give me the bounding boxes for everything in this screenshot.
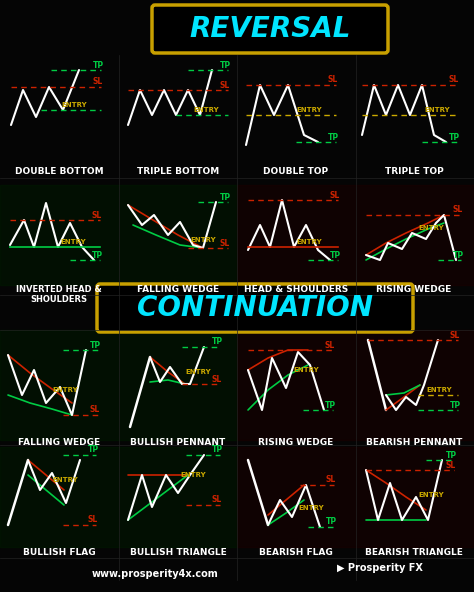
- Text: RISING WEDGE: RISING WEDGE: [258, 438, 334, 447]
- Text: ENTRY: ENTRY: [52, 387, 78, 393]
- Text: HEAD & SHOULDERS: HEAD & SHOULDERS: [244, 285, 348, 294]
- Text: BEARISH FLAG: BEARISH FLAG: [259, 548, 333, 557]
- Text: ENTRY: ENTRY: [424, 107, 450, 113]
- Text: SL: SL: [212, 375, 222, 384]
- Text: TP: TP: [220, 60, 231, 69]
- Text: FALLING WEDGE: FALLING WEDGE: [137, 285, 219, 294]
- Text: TP: TP: [325, 401, 336, 410]
- Text: TRIPLE BOTTOM: TRIPLE BOTTOM: [137, 167, 219, 176]
- Text: REVERSAL: REVERSAL: [189, 15, 351, 43]
- Text: SL: SL: [212, 496, 222, 504]
- Bar: [237, 330, 474, 440]
- Text: SL: SL: [450, 330, 460, 339]
- Text: ENTRY: ENTRY: [418, 492, 444, 498]
- Text: ENTRY: ENTRY: [426, 387, 452, 393]
- Text: TP: TP: [328, 133, 339, 141]
- Text: TP: TP: [330, 250, 341, 259]
- FancyBboxPatch shape: [97, 284, 413, 332]
- Text: ▶ Prosperity FX: ▶ Prosperity FX: [337, 563, 423, 573]
- Text: ENTRY: ENTRY: [298, 505, 324, 511]
- Text: ENTRY: ENTRY: [180, 472, 206, 478]
- Text: SL: SL: [90, 406, 100, 414]
- Text: CONTINUATION: CONTINUATION: [137, 294, 373, 322]
- Text: ENTRY: ENTRY: [418, 225, 444, 231]
- Bar: [237, 447, 474, 547]
- Text: DOUBLE BOTTOM: DOUBLE BOTTOM: [15, 167, 103, 176]
- Text: TP: TP: [212, 446, 223, 455]
- Bar: [237, 185, 474, 285]
- Text: SL: SL: [88, 516, 98, 525]
- Text: SL: SL: [328, 76, 338, 85]
- Text: ENTRY: ENTRY: [185, 369, 210, 375]
- Text: BULLISH FLAG: BULLISH FLAG: [23, 548, 95, 557]
- Text: ENTRY: ENTRY: [296, 107, 322, 113]
- Text: TP: TP: [212, 337, 223, 346]
- Text: TP: TP: [449, 133, 460, 141]
- Text: SL: SL: [93, 78, 103, 86]
- Text: DOUBLE TOP: DOUBLE TOP: [264, 167, 328, 176]
- Text: SL: SL: [326, 475, 336, 484]
- Text: ENTRY: ENTRY: [193, 107, 219, 113]
- Text: RISING WEDGE: RISING WEDGE: [376, 285, 452, 294]
- Text: SL: SL: [220, 239, 230, 247]
- Text: SL: SL: [446, 461, 456, 469]
- Text: ENTRY: ENTRY: [61, 102, 87, 108]
- Text: BULLISH PENNANT: BULLISH PENNANT: [130, 438, 226, 447]
- Text: TP: TP: [92, 250, 103, 259]
- Text: INVERTED HEAD &
SHOULDERS: INVERTED HEAD & SHOULDERS: [16, 285, 102, 304]
- Text: ENTRY: ENTRY: [296, 239, 322, 245]
- Text: SL: SL: [330, 191, 340, 200]
- Text: ENTRY: ENTRY: [293, 367, 319, 373]
- Text: ENTRY: ENTRY: [52, 477, 78, 483]
- Text: TP: TP: [326, 517, 337, 526]
- Bar: [0, 185, 237, 285]
- Text: BULLISH TRIANGLE: BULLISH TRIANGLE: [129, 548, 227, 557]
- Text: TRIPLE TOP: TRIPLE TOP: [384, 167, 443, 176]
- FancyBboxPatch shape: [152, 5, 388, 53]
- Text: SL: SL: [449, 76, 459, 85]
- Text: TP: TP: [220, 192, 231, 201]
- Text: TP: TP: [453, 250, 464, 259]
- Bar: [0, 447, 237, 547]
- Bar: [0, 330, 237, 440]
- Text: www.prosperity4x.com: www.prosperity4x.com: [91, 569, 219, 579]
- Text: SL: SL: [325, 340, 335, 349]
- Text: TP: TP: [450, 401, 461, 410]
- Text: ENTRY: ENTRY: [60, 239, 86, 245]
- Text: FALLING WEDGE: FALLING WEDGE: [18, 438, 100, 447]
- Text: TP: TP: [446, 451, 457, 459]
- Text: SL: SL: [453, 205, 463, 214]
- Text: BEARISH TRIANGLE: BEARISH TRIANGLE: [365, 548, 463, 557]
- Text: SL: SL: [92, 211, 102, 220]
- Text: BEARISH PENNANT: BEARISH PENNANT: [366, 438, 462, 447]
- Text: SL: SL: [220, 81, 230, 89]
- Text: TP: TP: [88, 446, 99, 455]
- Text: TP: TP: [93, 60, 104, 69]
- Text: ENTRY: ENTRY: [190, 237, 216, 243]
- Text: TP: TP: [90, 340, 101, 349]
